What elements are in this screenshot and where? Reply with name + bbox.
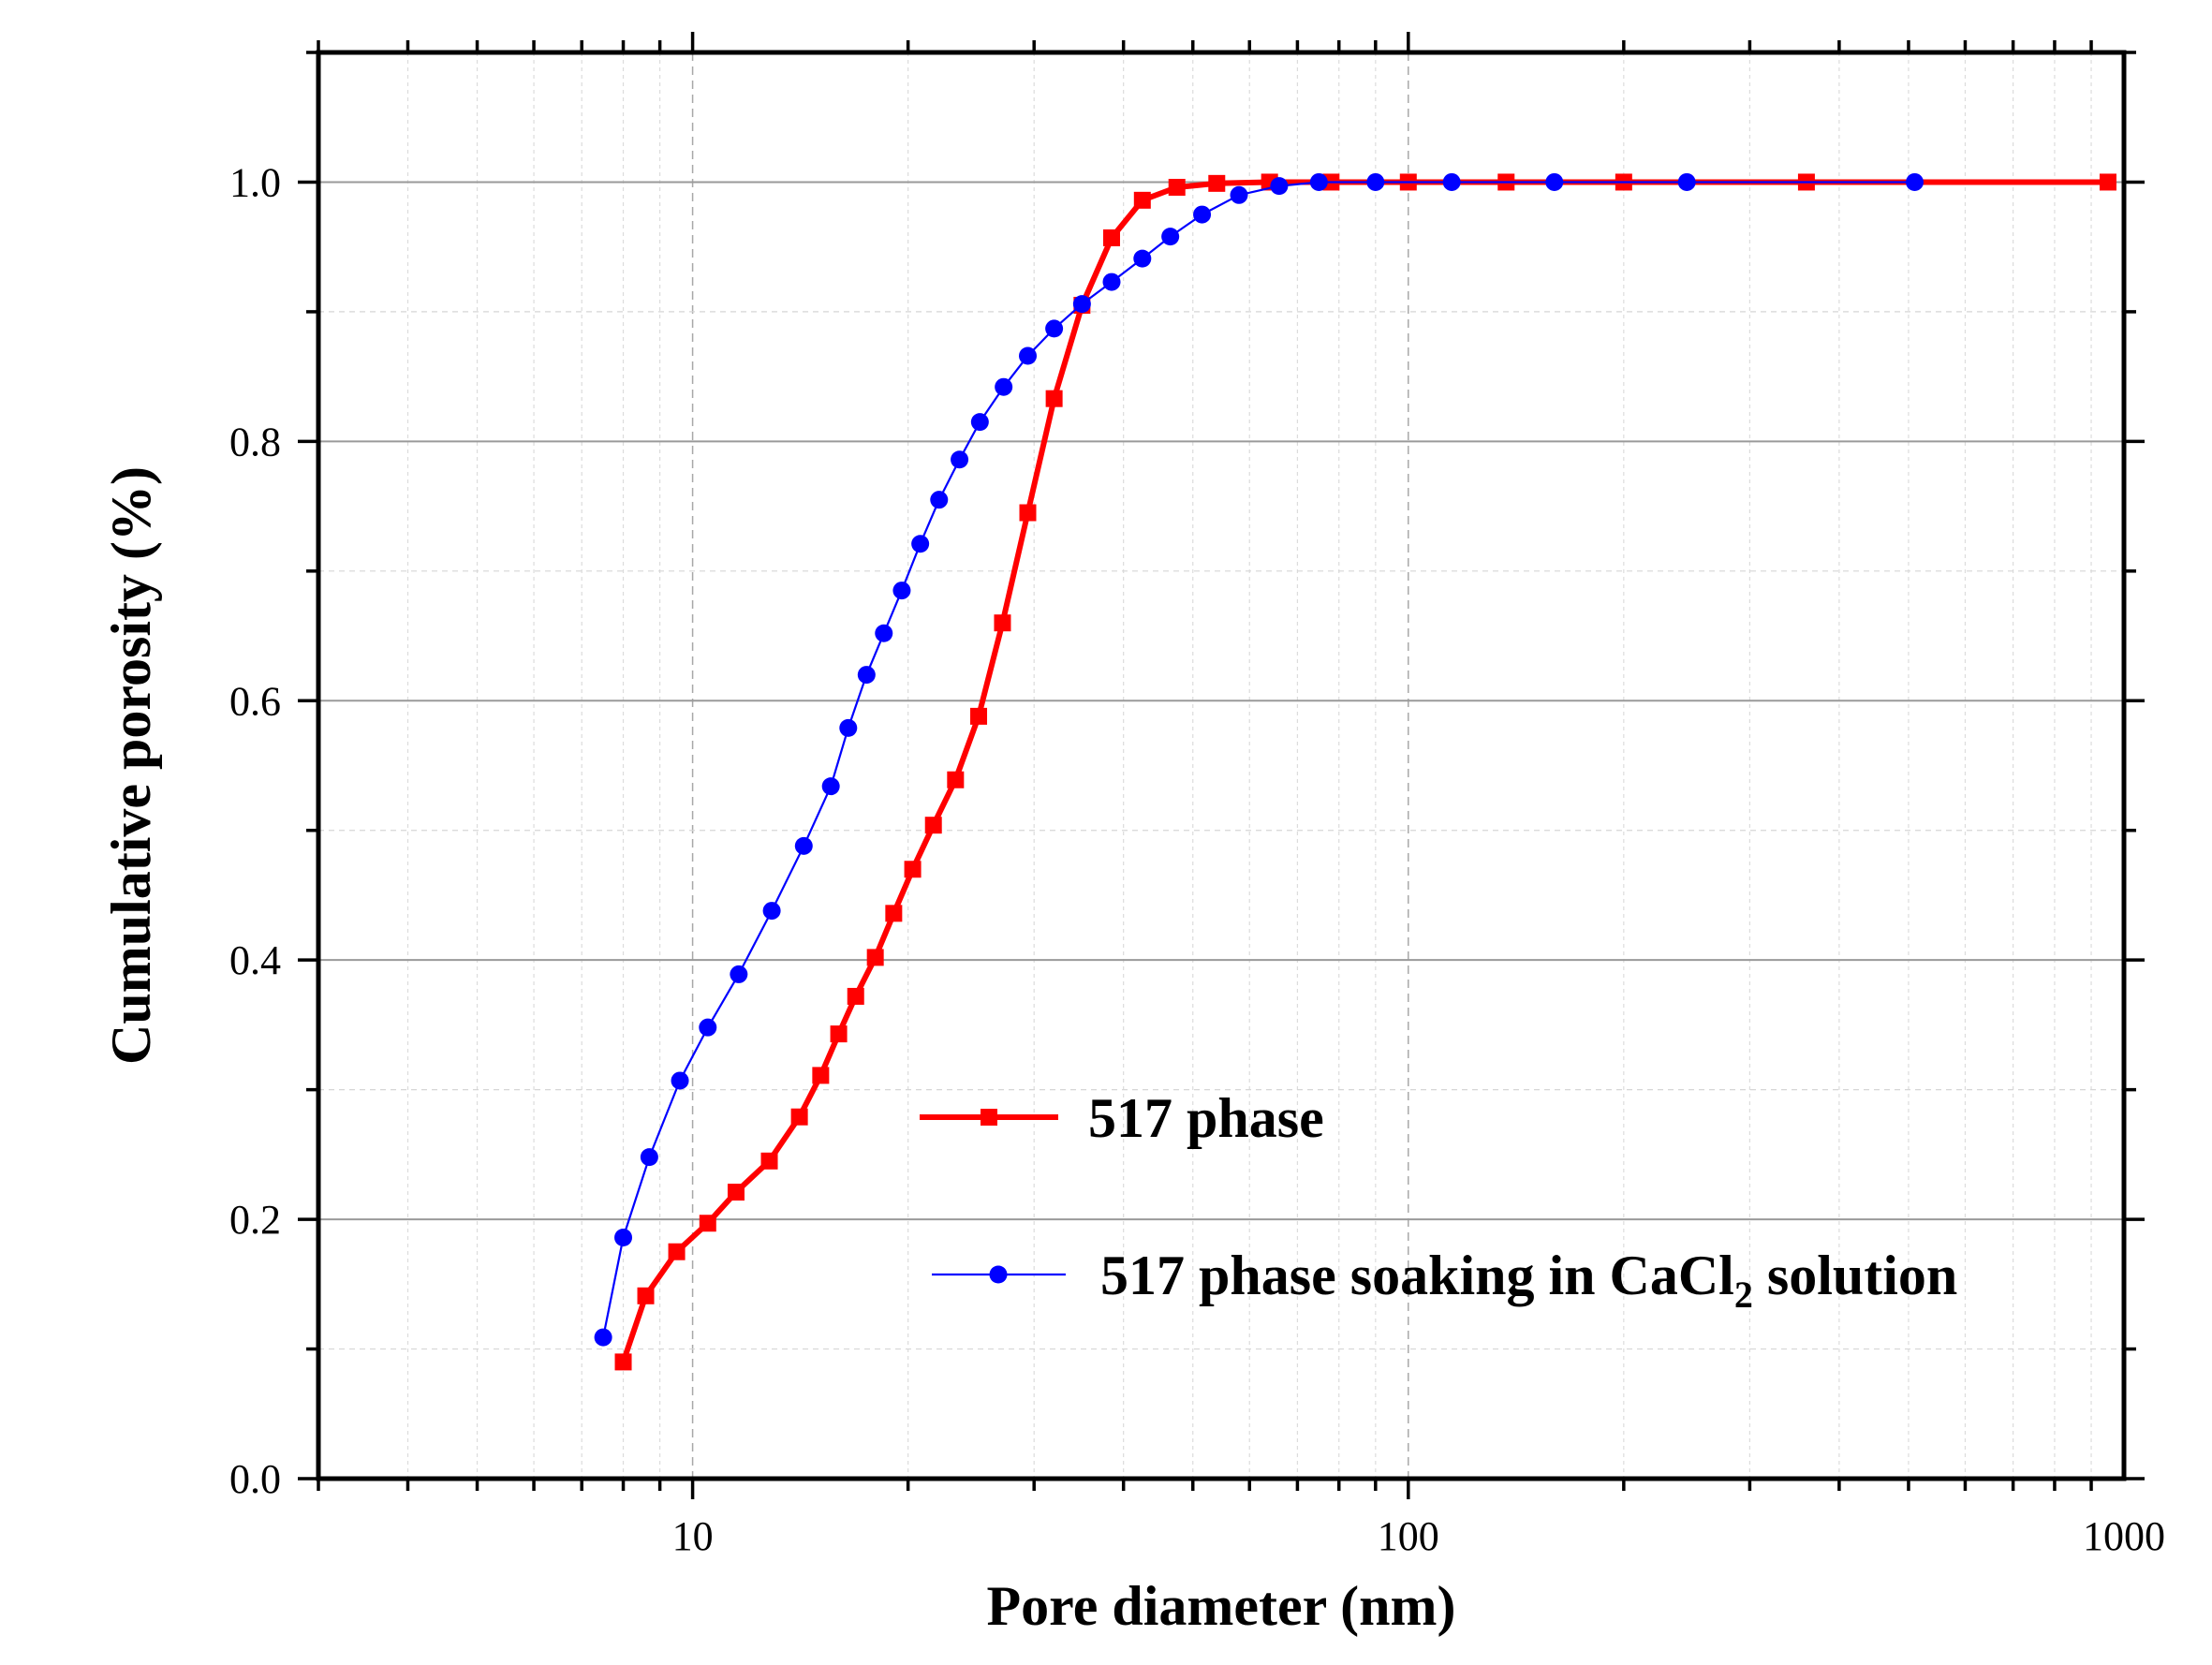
data-point-517-phase xyxy=(637,1287,655,1304)
data-point-517-phase xyxy=(1045,390,1063,407)
data-point-517-phase-cacl2 xyxy=(1045,319,1064,338)
data-point-517-phase xyxy=(970,707,988,725)
data-point-517-phase-cacl2 xyxy=(930,491,949,509)
data-point-517-phase-cacl2 xyxy=(875,624,893,642)
data-point-517-phase xyxy=(1168,178,1186,196)
y-tick-label: 0.2 xyxy=(229,1197,281,1243)
x-axis-title: Pore diameter (nm) xyxy=(987,1575,1456,1637)
legend-label-subscript: 2 xyxy=(1734,1274,1753,1316)
data-point-517-phase xyxy=(994,614,1011,632)
data-point-517-phase xyxy=(699,1215,716,1232)
legend-label-main: 517 phase soaking in CaCl xyxy=(1100,1245,1734,1306)
data-point-517-phase xyxy=(885,905,903,922)
data-point-517-phase-cacl2 xyxy=(1102,273,1121,291)
data-point-517-phase-cacl2 xyxy=(730,965,748,983)
series-layer xyxy=(594,172,2116,1371)
grid-layer xyxy=(317,52,2124,1479)
data-point-517-phase-cacl2 xyxy=(1019,346,1038,365)
data-point-517-phase-cacl2 xyxy=(821,777,840,796)
data-point-517-phase-cacl2 xyxy=(839,718,858,737)
data-point-517-phase xyxy=(924,817,942,834)
data-point-517-phase-cacl2 xyxy=(640,1148,658,1167)
data-point-517-phase-cacl2 xyxy=(892,582,911,600)
data-point-517-phase xyxy=(1133,191,1151,209)
data-point-517-phase-cacl2 xyxy=(1161,228,1180,246)
y-axis-title: Cumulative porosity (%) xyxy=(100,466,162,1065)
data-point-517-phase-cacl2 xyxy=(762,902,781,921)
data-point-517-phase xyxy=(947,771,965,788)
plot-frame xyxy=(316,50,2127,1481)
y-tick-label: 0.0 xyxy=(229,1456,281,1502)
data-point-517-phase xyxy=(1103,228,1121,246)
data-point-517-phase-cacl2 xyxy=(1270,177,1289,196)
data-point-517-phase xyxy=(904,861,922,878)
data-point-517-phase xyxy=(668,1243,686,1260)
data-point-517-phase-cacl2 xyxy=(1366,172,1385,191)
data-point-517-phase-cacl2 xyxy=(951,450,969,469)
data-point-517-phase-cacl2 xyxy=(1230,185,1248,204)
data-point-517-phase xyxy=(1019,504,1037,522)
data-point-517-phase-cacl2 xyxy=(857,666,876,685)
data-point-517-phase-cacl2 xyxy=(995,377,1013,396)
y-tick-label: 1.0 xyxy=(229,159,281,205)
data-point-517-phase-cacl2 xyxy=(1677,172,1696,191)
data-point-517-phase-cacl2 xyxy=(1072,295,1091,314)
data-point-517-phase-cacl2 xyxy=(699,1018,717,1037)
data-point-517-phase-cacl2 xyxy=(1133,249,1152,268)
data-point-517-phase-cacl2 xyxy=(594,1328,612,1347)
data-point-517-phase-cacl2 xyxy=(1906,172,1924,191)
series-line-517-phase-cacl2 xyxy=(602,181,1915,1338)
axes-layer: 10 100 1000 0.0 0.2 0.4 0.6 0.8 1.0 xyxy=(229,32,2165,1559)
data-point-517-phase-cacl2 xyxy=(794,836,813,855)
legend-swatch-marker-circle xyxy=(989,1265,1008,1284)
x-tick-label: 10 xyxy=(672,1513,714,1559)
data-point-517-phase xyxy=(830,1025,848,1043)
data-point-517-phase-cacl2 xyxy=(1545,172,1564,191)
legend: 517 phase 517 phase soaking in CaCl2 sol… xyxy=(920,1087,1957,1316)
data-point-517-phase-cacl2 xyxy=(1442,172,1461,191)
data-point-517-phase xyxy=(2099,173,2116,191)
y-tick-label: 0.6 xyxy=(229,678,281,724)
data-point-517-phase xyxy=(847,987,864,1005)
data-point-517-phase xyxy=(614,1353,632,1371)
legend-swatch-marker-square xyxy=(981,1109,997,1126)
y-tick-label: 0.8 xyxy=(229,419,281,464)
data-point-517-phase xyxy=(727,1184,745,1201)
data-point-517-phase-cacl2 xyxy=(614,1228,633,1246)
data-point-517-phase-cacl2 xyxy=(671,1071,689,1090)
data-point-517-phase xyxy=(812,1067,830,1084)
legend-label-tail: solution xyxy=(1753,1245,1957,1306)
data-point-517-phase-cacl2 xyxy=(1309,172,1328,191)
data-point-517-phase-cacl2 xyxy=(970,413,989,432)
data-point-517-phase xyxy=(760,1152,778,1170)
legend-label-517-phase: 517 phase xyxy=(1088,1087,1324,1149)
y-tick-label: 0.4 xyxy=(229,937,281,983)
legend-label-517-phase-cacl2: 517 phase soaking in CaCl2 solution xyxy=(1100,1245,1957,1316)
series-line-517-phase xyxy=(620,179,2108,1363)
data-point-517-phase-cacl2 xyxy=(1193,205,1212,224)
x-tick-label: 100 xyxy=(1378,1513,1439,1559)
data-point-517-phase xyxy=(1208,174,1226,192)
data-point-517-phase xyxy=(866,949,884,966)
data-point-517-phase xyxy=(790,1108,808,1126)
x-tick-label: 1000 xyxy=(2083,1513,2165,1559)
data-point-517-phase-cacl2 xyxy=(911,535,930,553)
